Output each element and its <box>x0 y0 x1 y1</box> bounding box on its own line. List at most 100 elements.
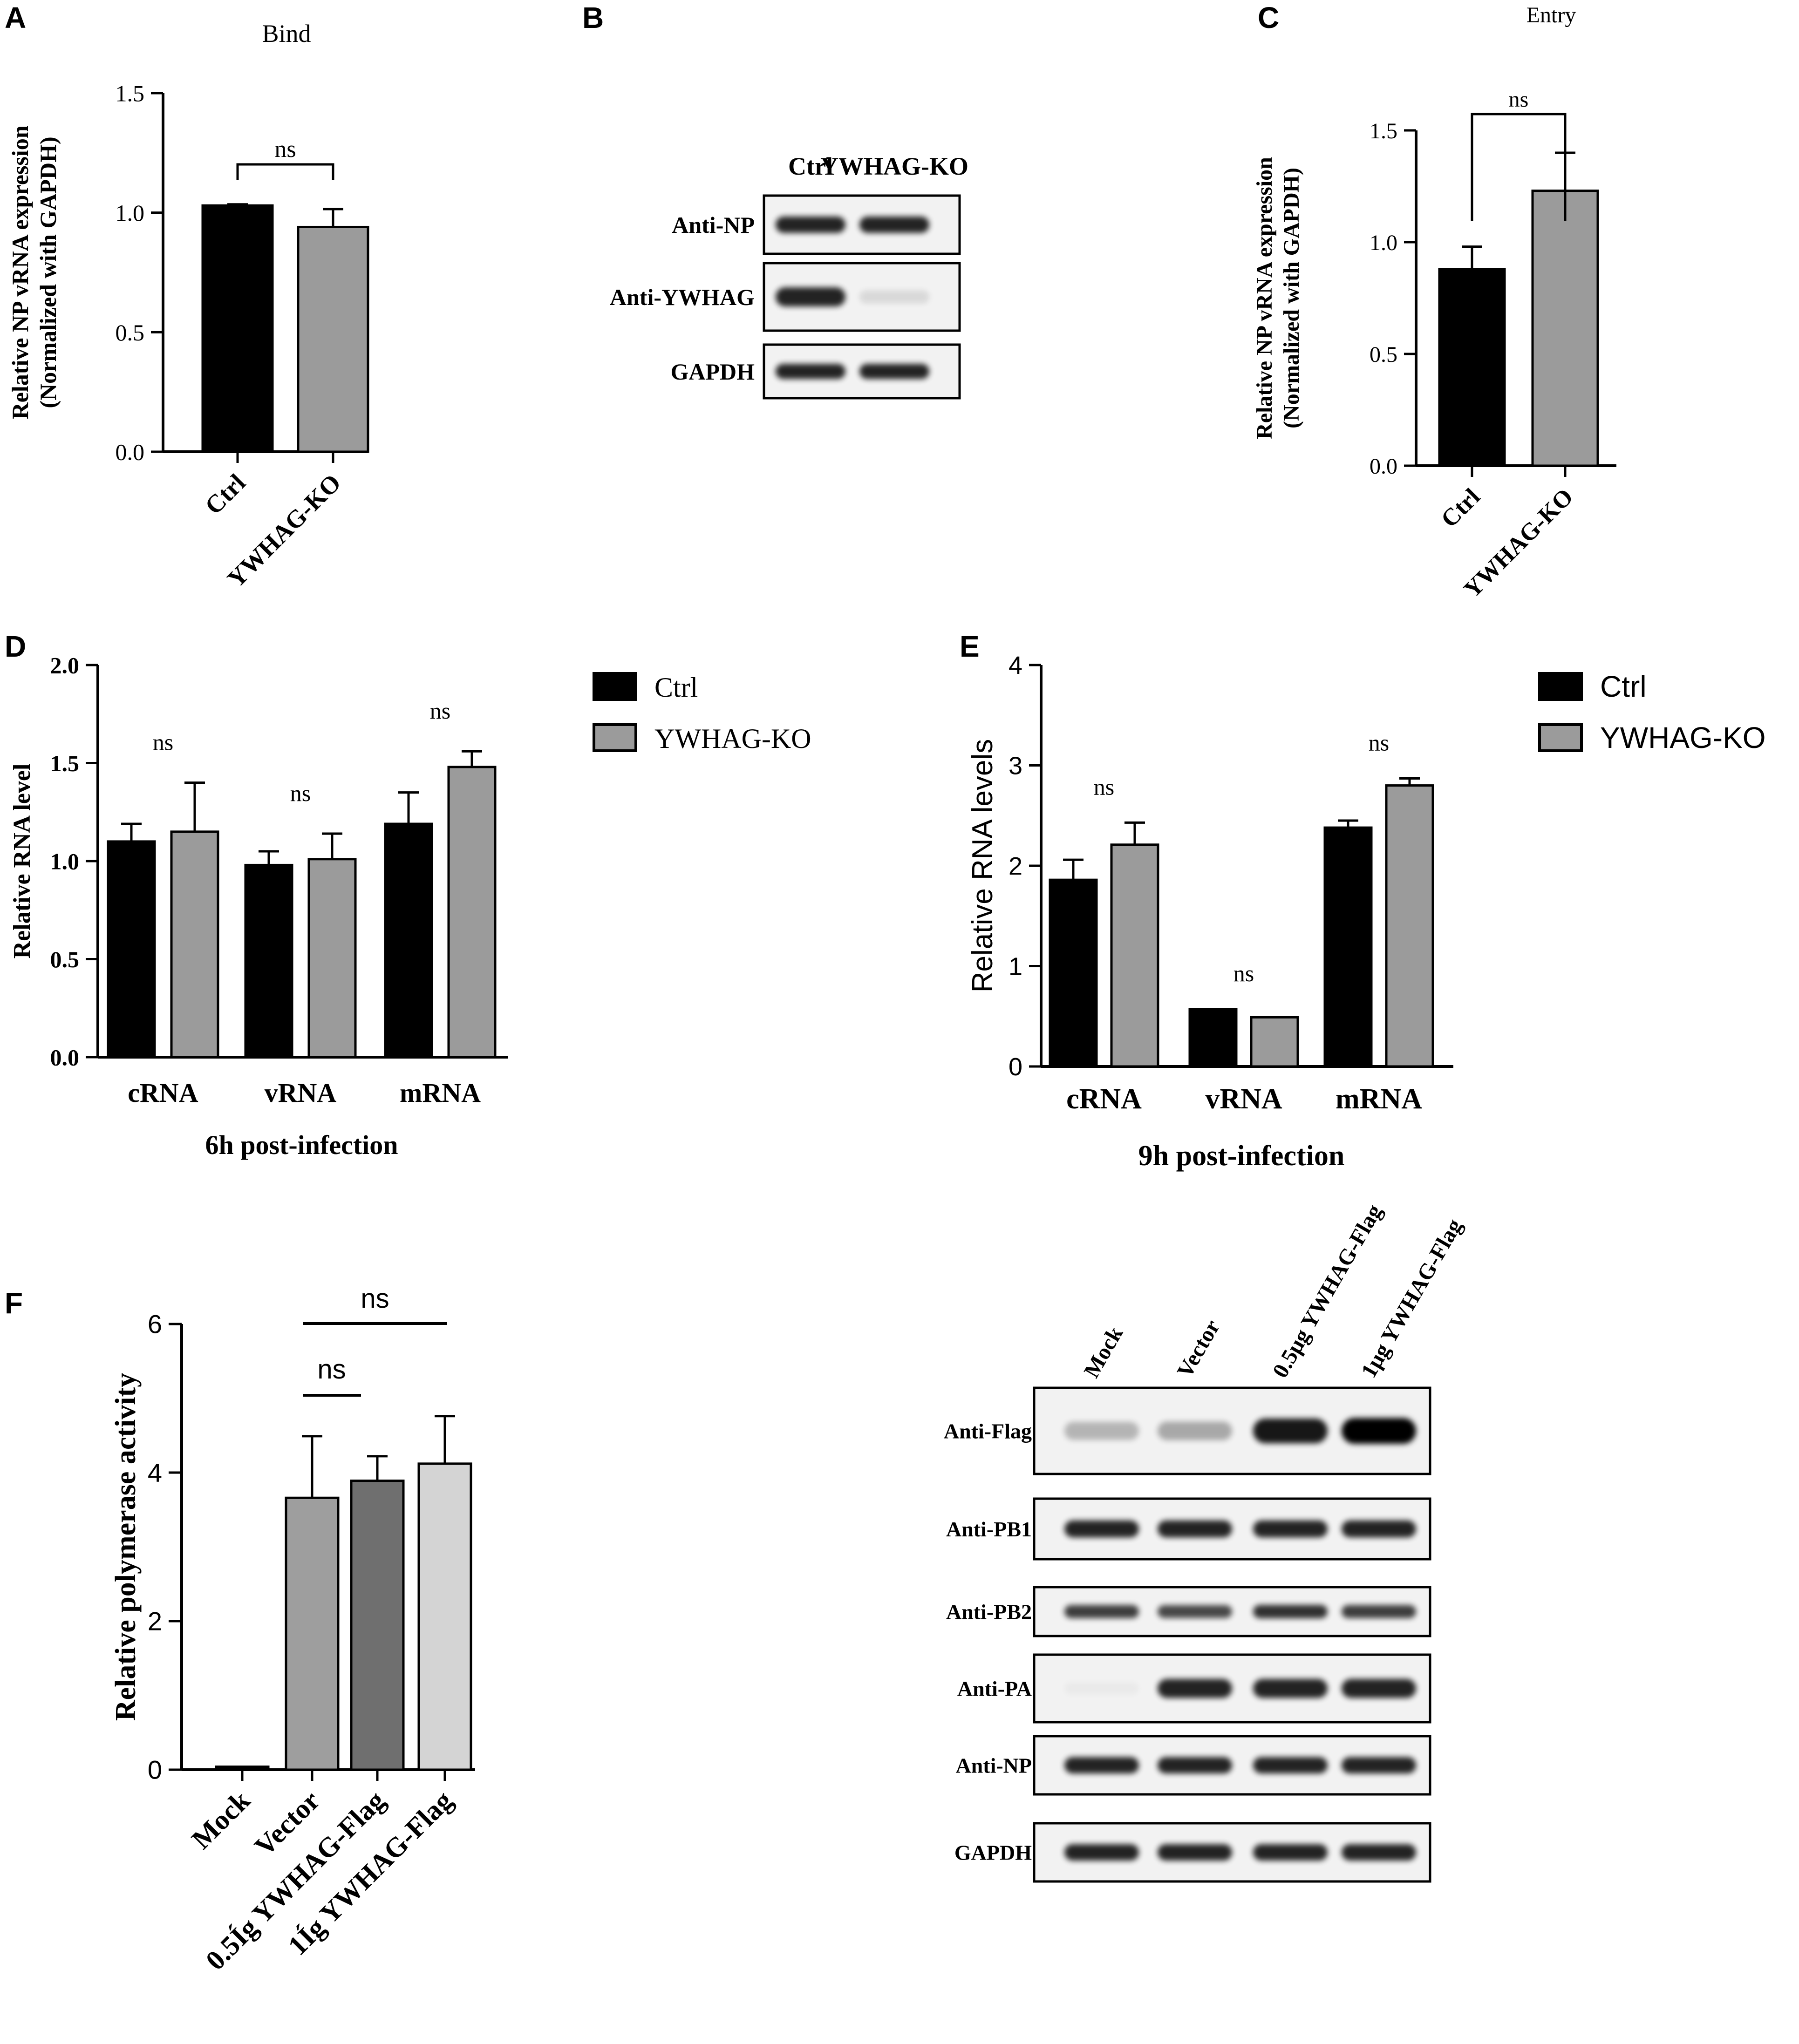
panel-letter-e: E <box>960 630 980 663</box>
legend-swatch <box>1538 672 1583 701</box>
x-tick-label: Mock <box>186 1785 256 1855</box>
significance-label: ns <box>317 1354 346 1385</box>
significance-label: ns <box>274 136 296 163</box>
x-tick-label: cRNA <box>1066 1083 1142 1115</box>
bar <box>285 1496 340 1771</box>
blot-row-label: Anti-Flag <box>944 1419 1032 1443</box>
blot-band <box>859 216 929 233</box>
y-axis-label: Relative NP vRNA expression <box>7 125 33 419</box>
y-axis-label: (Normalized with GAPDH) <box>1279 168 1304 428</box>
bar <box>384 822 433 1059</box>
blot-band <box>1253 1679 1328 1698</box>
bar <box>1385 784 1434 1068</box>
blot-band <box>1064 1422 1139 1440</box>
significance-label: ns <box>1509 87 1529 112</box>
chart-title: Bind <box>262 20 311 48</box>
blot-band <box>776 216 845 233</box>
blot-band <box>1064 1757 1139 1774</box>
panel-letter-a: A <box>5 1 26 34</box>
blot-row-label: Anti-PA <box>957 1677 1032 1701</box>
y-tick-label: 0 <box>148 1755 162 1785</box>
y-axis-label: Relative NP vRNA expression <box>1252 157 1277 439</box>
significance-label: ns <box>1094 774 1114 800</box>
blot-row-label: GAPDH <box>670 359 755 385</box>
y-tick-label: 0 <box>1009 1053 1022 1081</box>
bar <box>297 225 369 453</box>
blot-band <box>859 290 929 304</box>
bar <box>350 1480 405 1771</box>
bar <box>1110 843 1159 1068</box>
blot-band <box>1253 1757 1328 1774</box>
y-tick-label: 6 <box>148 1310 162 1339</box>
blot-band <box>1342 1757 1416 1774</box>
panel-labels: A B C D E F <box>5 1 1279 1320</box>
bar <box>215 1766 270 1771</box>
blot-lane-label: 1μg YWHAG-Flag <box>1356 1215 1467 1382</box>
blot-lane-label: YWHAG-KO <box>820 152 968 180</box>
bar <box>107 840 156 1059</box>
bar <box>307 858 357 1059</box>
legend-label: Ctrl <box>654 672 698 703</box>
y-tick-label: 3 <box>1009 752 1022 780</box>
chart-title: Entry <box>1526 3 1576 27</box>
x-tick-label: mRNA <box>400 1078 481 1108</box>
y-tick-label: 1.5 <box>50 750 80 776</box>
bar <box>1049 878 1098 1068</box>
blot-band <box>1064 1520 1139 1538</box>
panel-letter-f: F <box>5 1286 23 1320</box>
bar <box>1531 190 1599 467</box>
y-tick-label: 0.0 <box>116 439 145 465</box>
blot-band <box>1342 1679 1416 1698</box>
blot-band <box>1253 1605 1328 1618</box>
x-axis-label: 9h post-infection <box>1138 1140 1345 1172</box>
y-axis-label: (Normalized with GAPDH) <box>35 136 61 408</box>
blot-band <box>1253 1520 1328 1538</box>
blot-band <box>1253 1418 1328 1444</box>
blot-band <box>1253 1844 1328 1861</box>
blot-band <box>1064 1605 1139 1618</box>
y-tick-label: 2 <box>1009 852 1022 880</box>
y-tick-label: 4 <box>148 1458 162 1487</box>
y-tick-label: 1.0 <box>1370 231 1397 255</box>
significance-label: ns <box>1233 960 1254 986</box>
blot-row-label: GAPDH <box>954 1841 1032 1865</box>
y-tick-label: 0.5 <box>50 946 80 972</box>
significance-label: ns <box>430 698 450 724</box>
blot-band <box>1064 1844 1139 1861</box>
bar <box>1250 1016 1299 1068</box>
bar <box>201 204 274 453</box>
y-tick-label: 0.5 <box>1370 342 1397 367</box>
legend-swatch <box>1538 723 1583 752</box>
significance-label: ns <box>153 729 173 755</box>
y-axis-label: Relative polymerase activity <box>110 1373 142 1721</box>
blot-band <box>1342 1520 1416 1538</box>
significance-label: ns <box>290 780 311 806</box>
blot-band <box>776 364 845 379</box>
blot-band <box>1158 1757 1232 1774</box>
blot-row-label: Anti-NP <box>672 212 755 238</box>
y-tick-label: 2.0 <box>50 652 80 679</box>
blot-band <box>1158 1421 1232 1440</box>
blot-band <box>1064 1682 1139 1695</box>
legend-swatch <box>593 723 637 752</box>
blot-lane-label: Mock <box>1079 1322 1128 1382</box>
y-tick-label: 2 <box>148 1607 162 1636</box>
blot-band <box>1158 1605 1232 1618</box>
legend-label: YWHAG-KO <box>654 723 811 754</box>
x-tick-label: Ctrl <box>1436 483 1486 533</box>
y-tick-label: 1.0 <box>116 200 145 226</box>
blot-row-label: Anti-PB1 <box>946 1517 1032 1541</box>
bar <box>1323 826 1373 1068</box>
blot-band <box>1342 1844 1416 1861</box>
bar <box>170 830 219 1059</box>
y-axis-label: Relative RNA level <box>9 764 35 959</box>
y-tick-label: 1.0 <box>50 849 80 875</box>
bar <box>1188 1008 1238 1068</box>
significance-bracket <box>1471 113 1567 221</box>
panel-letter-d: D <box>5 630 26 663</box>
blot-lane-label: Ctrl <box>788 152 833 180</box>
panel-letter-b: B <box>582 1 604 34</box>
panel-e: 0 1 2 3 4 ns cRNA ns vRNA ns mRNA 9h post-infection… <box>967 652 1766 1172</box>
